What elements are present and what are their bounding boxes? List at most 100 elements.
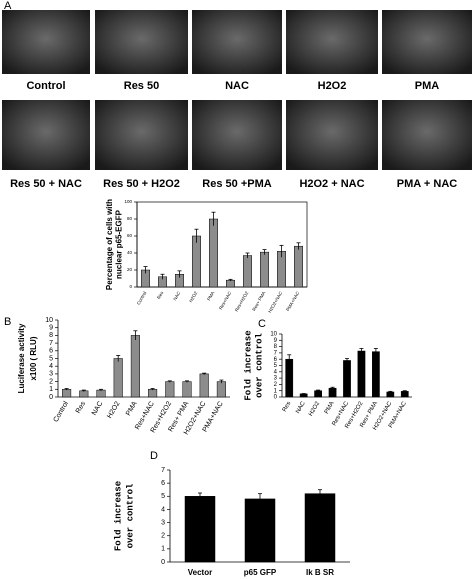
bar (96, 389, 106, 398)
image-label: NAC (225, 80, 249, 92)
bar (182, 381, 192, 398)
bar (209, 218, 218, 288)
microscopy-image (192, 100, 282, 170)
x-tick-label: Res (156, 290, 165, 300)
bar (148, 389, 158, 398)
y-tick-label: 3 (49, 371, 53, 378)
bar (130, 335, 140, 398)
y-axis-label: over control (125, 483, 135, 548)
y-tick-label: 1 (49, 386, 53, 393)
x-tick-label: Res (75, 400, 88, 415)
bar (304, 493, 336, 563)
panel-label: A (4, 0, 12, 12)
y-tick-label: 4 (161, 506, 165, 513)
x-tick-label: H2O2 (106, 400, 121, 419)
image-label: Res 50 (124, 80, 159, 92)
y-tick-label: 9 (49, 325, 53, 332)
bar (113, 358, 123, 398)
bar (192, 235, 201, 288)
y-tick-label: 0 (129, 284, 132, 289)
y-tick-label: 7 (49, 340, 53, 347)
microscopy-image (286, 10, 378, 74)
microscopy-image (95, 100, 188, 170)
microscopy-image (382, 10, 472, 74)
y-tick-label: 5 (274, 363, 278, 369)
x-tick-label: Control (53, 400, 71, 423)
x-tick-label: PMA (206, 291, 215, 302)
image-label: PMA (415, 80, 440, 92)
image-label: Res 50 + NAC (10, 178, 82, 190)
bar (260, 251, 269, 288)
y-tick-label: 10 (270, 332, 277, 338)
x-tick-label: H2O2+NAC (267, 290, 284, 314)
x-tick-label: PMA (125, 400, 139, 417)
x-tick-label: p65 GFP (244, 568, 277, 577)
x-tick-label: Res+H2O2 (234, 290, 250, 312)
y-tick-label: 100 (124, 199, 132, 204)
x-tick-label: Control (136, 291, 148, 306)
y-tick-label: 7 (274, 350, 278, 356)
x-tick-label: Res+NAC (218, 290, 233, 311)
image-label: Res 50 +PMA (202, 178, 271, 190)
y-axis-label: Fold increase (243, 330, 253, 400)
bar (184, 496, 216, 563)
y-tick-label: 4 (49, 363, 53, 370)
bar (244, 498, 276, 563)
y-tick-label: 0 (161, 559, 165, 566)
bar (285, 358, 294, 398)
bar (400, 391, 409, 398)
x-tick-label: Vector (188, 568, 212, 577)
image-label: PMA + NAC (397, 178, 457, 190)
x-tick-label: PMA+NAC (285, 290, 301, 312)
y-tick-label: 6 (49, 348, 53, 355)
microscopy-image (95, 10, 188, 74)
microscopy-image (286, 100, 378, 170)
y-tick-label: 0 (49, 394, 53, 401)
bar (62, 389, 72, 398)
y-tick-label: 60 (127, 233, 133, 238)
panel-label: D (150, 450, 158, 462)
y-tick-label: 4 (274, 369, 278, 375)
y-tick-label: 5 (49, 355, 53, 362)
x-tick-label: H2O2 (308, 400, 321, 417)
y-tick-label: 80 (127, 216, 133, 221)
y-tick-label: 2 (274, 382, 278, 388)
bar (243, 255, 252, 288)
x-tick-label: NAC (172, 290, 181, 301)
y-tick-label: 1 (274, 388, 278, 394)
y-tick-label: 2 (49, 378, 53, 385)
y-tick-label: 20 (127, 267, 133, 272)
panel-label: C (258, 318, 266, 330)
microscopy-image (382, 100, 472, 170)
y-tick-label: 8 (49, 332, 53, 339)
bar (386, 391, 395, 398)
y-axis-label: Percentage of cells with (105, 199, 114, 290)
bar (328, 387, 337, 398)
y-tick-label: 2 (161, 533, 165, 540)
bar (165, 381, 175, 398)
y-tick-label: 7 (161, 467, 165, 474)
bar (299, 393, 308, 398)
x-tick-label: Ik B SR (306, 568, 334, 577)
y-axis-label: Fold increase (113, 481, 123, 551)
bar (226, 279, 235, 288)
image-label: Control (26, 80, 65, 92)
x-tick-label: PMA (324, 401, 336, 415)
bar (343, 360, 351, 398)
bar (199, 373, 209, 398)
microscopy-image (2, 10, 90, 74)
x-tick-label: H2O2 (188, 290, 198, 303)
microscopy-image (2, 100, 90, 170)
bar (314, 390, 322, 398)
y-axis-label: over control (254, 332, 264, 397)
bar (216, 381, 226, 398)
y-tick-label: 6 (161, 480, 165, 487)
y-tick-label: 0 (274, 395, 278, 401)
bar (79, 390, 89, 398)
bar (372, 351, 380, 398)
x-tick-label: NAC (91, 400, 104, 416)
x-tick-label: Res (282, 401, 293, 413)
bar (357, 350, 366, 398)
y-tick-label: 8 (274, 344, 278, 350)
